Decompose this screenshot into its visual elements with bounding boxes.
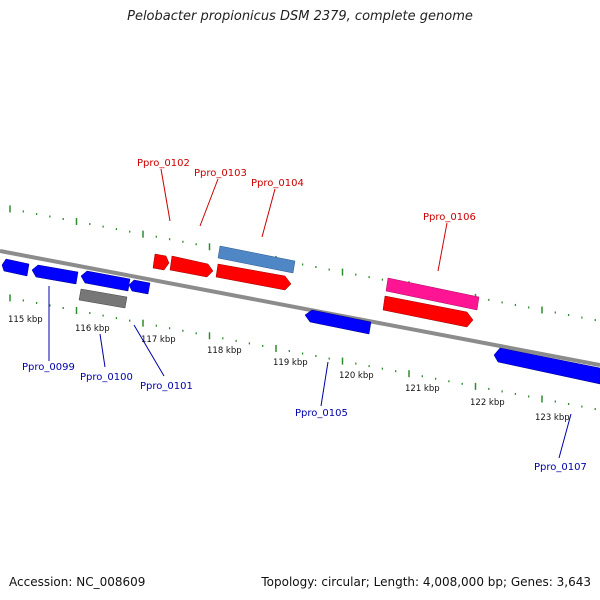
gene-label-0100[interactable]: Ppro_0100: [80, 372, 133, 383]
gene-label-0106[interactable]: Ppro_0106: [423, 212, 476, 223]
gene-label-0099[interactable]: Ppro_0099: [22, 362, 75, 373]
gene-label-0101[interactable]: Ppro_0101: [140, 381, 193, 392]
gene-label-0103[interactable]: Ppro_0103: [194, 168, 247, 179]
leader-0104: [261, 188, 276, 238]
gene-feature-0102[interactable]: [152, 253, 170, 271]
leader-0106: [437, 222, 448, 272]
leader-0105: [320, 361, 329, 407]
axis-label-116: 116 kbp: [75, 324, 110, 334]
gene-feature-0100[interactable]: [80, 270, 131, 292]
gene-feature-0099[interactable]: [31, 264, 79, 285]
gene-feature-0104-context[interactable]: [217, 245, 296, 274]
axis-label-118: 118 kbp: [207, 346, 242, 356]
axis-label-123: 123 kbp: [535, 413, 570, 423]
gene-feature-0105[interactable]: [304, 309, 372, 335]
gene-feature-0103[interactable]: [169, 255, 214, 278]
gene-feature-gray[interactable]: [78, 288, 128, 309]
gene-feature-0101[interactable]: [128, 279, 151, 295]
leader-0103: [199, 178, 219, 227]
gene-label-0107[interactable]: Ppro_0107: [534, 462, 587, 473]
leader-0100: [99, 333, 106, 368]
leader-0102: [160, 168, 171, 222]
axis-label-119: 119 kbp: [273, 358, 308, 368]
gene-label-0102[interactable]: Ppro_0102: [137, 158, 190, 169]
axis-label-121: 121 kbp: [405, 384, 440, 394]
leader-0101: [133, 324, 165, 377]
gene-label-0105[interactable]: Ppro_0105: [295, 408, 348, 419]
genome-summary-text: Topology: circular; Length: 4,008,000 bp…: [261, 575, 591, 589]
map-title: Pelobacter propionicus DSM 2379, complet…: [127, 9, 473, 24]
leader-0107: [558, 413, 572, 459]
gene-feature-0106-context[interactable]: [385, 277, 480, 311]
gene-feature-0104[interactable]: [215, 263, 292, 291]
gene-label-0104[interactable]: Ppro_0104: [251, 178, 304, 189]
axis-label-120: 120 kbp: [339, 371, 374, 381]
gene-feature-0106[interactable]: [382, 295, 474, 328]
genome-backbone: [0, 249, 600, 367]
axis-label-117: 117 kbp: [141, 335, 176, 345]
gene-feature-0098[interactable]: [1, 258, 30, 277]
gene-feature-0107[interactable]: [493, 347, 600, 385]
accession-text: Accession: NC_008609: [9, 575, 146, 589]
axis-label-115: 115 kbp: [8, 315, 43, 325]
axis-label-122: 122 kbp: [470, 398, 505, 408]
